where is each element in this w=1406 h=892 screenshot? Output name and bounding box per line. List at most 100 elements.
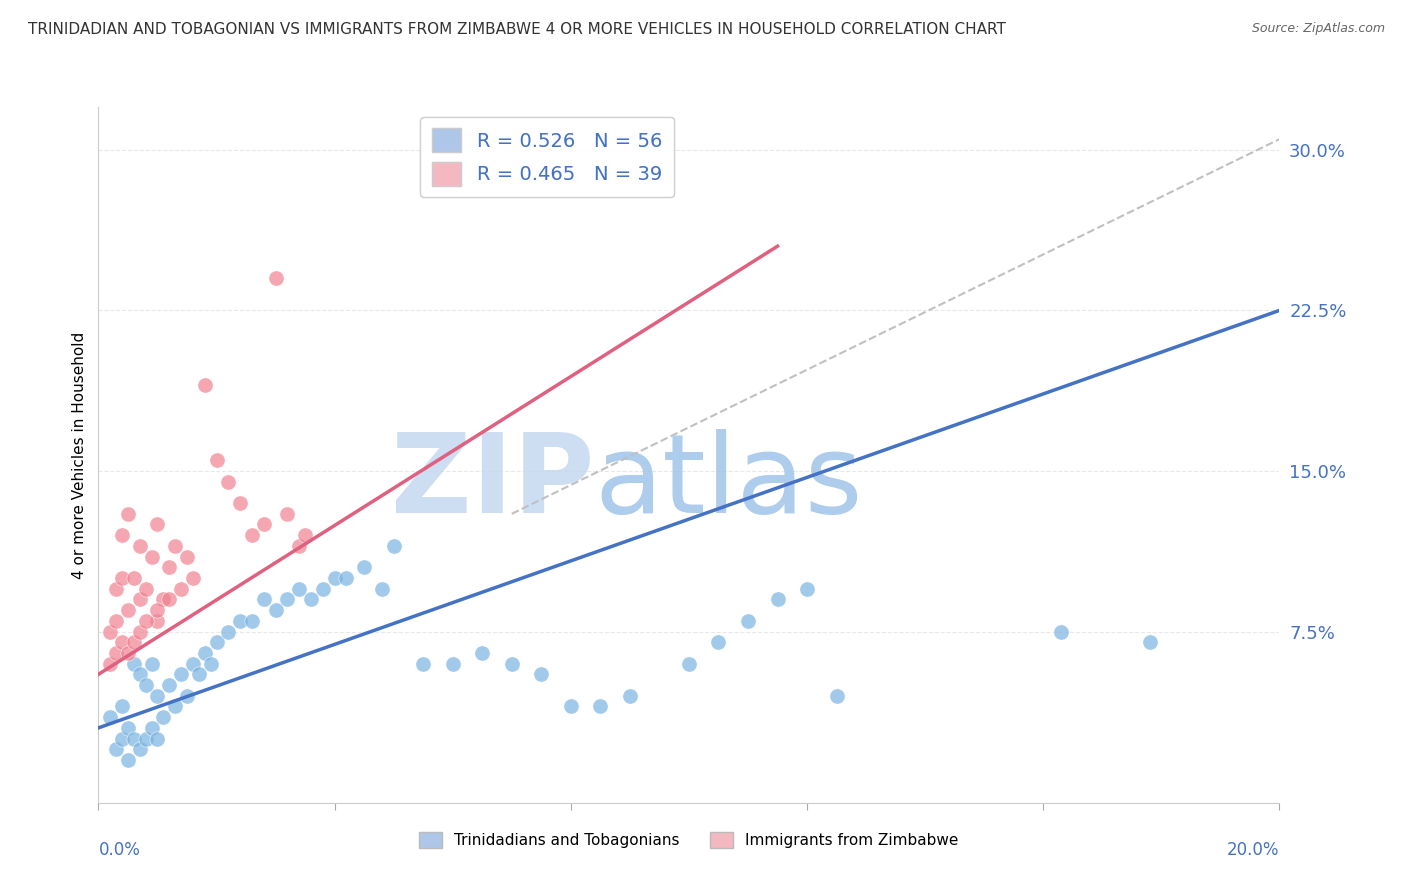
- Point: [165, 539, 187, 553]
- Point: [122, 657, 145, 671]
- Point: [530, 667, 553, 681]
- Point: [187, 667, 209, 681]
- Point: [105, 742, 128, 756]
- Text: 0.0%: 0.0%: [98, 841, 141, 859]
- Point: [382, 539, 405, 553]
- Point: [412, 657, 434, 671]
- Point: [181, 657, 204, 671]
- Point: [353, 560, 375, 574]
- Point: [294, 528, 316, 542]
- Point: [264, 603, 287, 617]
- Point: [157, 560, 180, 574]
- Legend: R = 0.526   N = 56, R = 0.465   N = 39: R = 0.526 N = 56, R = 0.465 N = 39: [420, 117, 673, 197]
- Point: [276, 507, 298, 521]
- Point: [105, 646, 128, 660]
- Point: [117, 603, 139, 617]
- Point: [117, 721, 139, 735]
- Point: [240, 614, 263, 628]
- Point: [141, 721, 163, 735]
- Point: [146, 731, 169, 746]
- Point: [135, 614, 157, 628]
- Point: [825, 689, 848, 703]
- Point: [181, 571, 204, 585]
- Point: [146, 689, 169, 703]
- Point: [796, 582, 818, 596]
- Point: [122, 635, 145, 649]
- Point: [276, 592, 298, 607]
- Point: [253, 592, 276, 607]
- Point: [128, 742, 150, 756]
- Point: [170, 582, 193, 596]
- Point: [128, 667, 150, 681]
- Point: [1050, 624, 1073, 639]
- Point: [152, 592, 174, 607]
- Point: [1139, 635, 1161, 649]
- Point: [98, 624, 121, 639]
- Point: [111, 571, 134, 585]
- Point: [217, 475, 239, 489]
- Point: [217, 624, 239, 639]
- Point: [117, 507, 139, 521]
- Point: [122, 731, 145, 746]
- Point: [111, 635, 134, 649]
- Point: [157, 678, 180, 692]
- Text: Source: ZipAtlas.com: Source: ZipAtlas.com: [1251, 22, 1385, 36]
- Point: [157, 592, 180, 607]
- Point: [194, 646, 217, 660]
- Point: [111, 731, 134, 746]
- Point: [240, 528, 263, 542]
- Point: [111, 528, 134, 542]
- Point: [135, 731, 157, 746]
- Point: [117, 753, 139, 767]
- Point: [229, 614, 252, 628]
- Text: ZIP: ZIP: [391, 429, 595, 536]
- Point: [105, 582, 128, 596]
- Point: [288, 539, 311, 553]
- Point: [589, 699, 612, 714]
- Point: [441, 657, 464, 671]
- Point: [146, 517, 169, 532]
- Point: [117, 646, 139, 660]
- Point: [176, 689, 198, 703]
- Point: [141, 657, 163, 671]
- Point: [98, 710, 121, 724]
- Point: [737, 614, 759, 628]
- Point: [205, 635, 228, 649]
- Point: [205, 453, 228, 467]
- Point: [560, 699, 582, 714]
- Text: TRINIDADIAN AND TOBAGONIAN VS IMMIGRANTS FROM ZIMBABWE 4 OR MORE VEHICLES IN HOU: TRINIDADIAN AND TOBAGONIAN VS IMMIGRANTS…: [28, 22, 1007, 37]
- Point: [135, 582, 157, 596]
- Text: atlas: atlas: [595, 429, 863, 536]
- Point: [152, 710, 174, 724]
- Point: [471, 646, 494, 660]
- Point: [501, 657, 523, 671]
- Point: [619, 689, 641, 703]
- Point: [766, 592, 789, 607]
- Point: [170, 667, 193, 681]
- Point: [146, 603, 169, 617]
- Point: [288, 582, 311, 596]
- Point: [229, 496, 252, 510]
- Point: [141, 549, 163, 564]
- Point: [111, 699, 134, 714]
- Point: [135, 678, 157, 692]
- Point: [146, 614, 169, 628]
- Point: [678, 657, 700, 671]
- Point: [165, 699, 187, 714]
- Point: [253, 517, 276, 532]
- Point: [122, 571, 145, 585]
- Point: [105, 614, 128, 628]
- Point: [200, 657, 222, 671]
- Point: [128, 624, 150, 639]
- Text: 20.0%: 20.0%: [1227, 841, 1279, 859]
- Point: [264, 271, 287, 285]
- Point: [98, 657, 121, 671]
- Point: [371, 582, 394, 596]
- Point: [176, 549, 198, 564]
- Point: [194, 378, 217, 392]
- Point: [707, 635, 730, 649]
- Point: [323, 571, 346, 585]
- Point: [312, 582, 335, 596]
- Point: [128, 592, 150, 607]
- Point: [335, 571, 357, 585]
